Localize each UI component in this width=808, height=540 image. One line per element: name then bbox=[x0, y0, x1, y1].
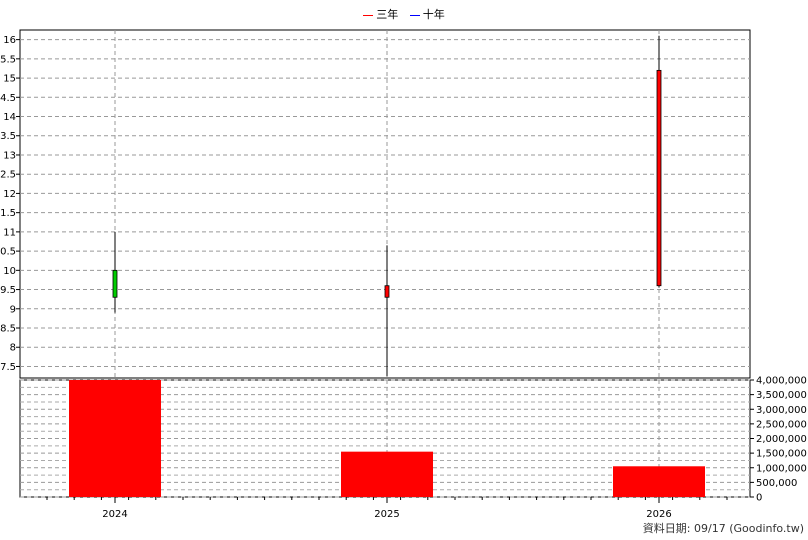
price-panel-frame bbox=[19, 29, 751, 379]
price-tick-label: 12.5 bbox=[0, 170, 16, 181]
footer-source: 資料日期: 09/17 (Goodinfo.tw) bbox=[642, 522, 804, 535]
price-tick-label: 13 bbox=[3, 150, 16, 161]
price-tick-label: 16 bbox=[3, 35, 16, 46]
volume-bar bbox=[341, 451, 433, 497]
legend-label-10y: 十年 bbox=[422, 8, 445, 21]
x-tick-label: 2025 bbox=[374, 509, 399, 520]
price-tick-label: 13.5 bbox=[0, 131, 16, 142]
price-tick-label: 11.5 bbox=[0, 208, 16, 219]
legend-label-3y: 三年 bbox=[376, 8, 399, 21]
volume-bar bbox=[613, 466, 705, 497]
volume-bar bbox=[69, 380, 161, 497]
x-tick-label: 2026 bbox=[646, 509, 671, 520]
x-tick-label: 2024 bbox=[102, 509, 127, 520]
price-tick-label: 12 bbox=[3, 189, 16, 200]
volume-tick-label: 2,000,000 bbox=[756, 434, 807, 445]
legend-item-10y: 十年 bbox=[409, 6, 445, 22]
volume-tick-label: 3,000,000 bbox=[756, 405, 807, 416]
legend-swatch-10y bbox=[409, 14, 420, 16]
price-tick-label: 15.5 bbox=[0, 54, 16, 65]
volume-tick-label: 0 bbox=[756, 493, 762, 504]
price-tick-label: 8 bbox=[10, 343, 16, 354]
volume-tick-label: 1,500,000 bbox=[756, 449, 807, 460]
price-tick-label: 14.5 bbox=[0, 93, 16, 104]
price-tick-label: 14 bbox=[3, 112, 16, 123]
price-tick-label: 10 bbox=[3, 266, 16, 277]
candle-body bbox=[656, 69, 662, 287]
volume-tick-label: 2,500,000 bbox=[756, 419, 807, 430]
price-tick-label: 15 bbox=[3, 74, 16, 85]
legend: 三年 十年 bbox=[0, 6, 808, 22]
candle-body bbox=[384, 285, 390, 298]
price-tick-label: 9 bbox=[10, 304, 16, 315]
price-tick-label: 10.5 bbox=[0, 247, 16, 258]
price-tick-label: 9.5 bbox=[0, 285, 16, 296]
price-tick-label: 7.5 bbox=[0, 362, 16, 373]
volume-tick-label: 4,000,000 bbox=[756, 376, 807, 387]
price-tick-label: 11 bbox=[3, 227, 16, 238]
legend-item-3y: 三年 bbox=[363, 6, 398, 22]
volume-tick-label: 1,000,000 bbox=[756, 463, 807, 474]
volume-tick-label: 500,000 bbox=[756, 478, 797, 489]
volume-tick-label: 3,500,000 bbox=[756, 390, 807, 401]
legend-swatch-3y bbox=[363, 14, 374, 16]
candle-body bbox=[112, 269, 118, 298]
price-tick-label: 8.5 bbox=[0, 324, 16, 335]
